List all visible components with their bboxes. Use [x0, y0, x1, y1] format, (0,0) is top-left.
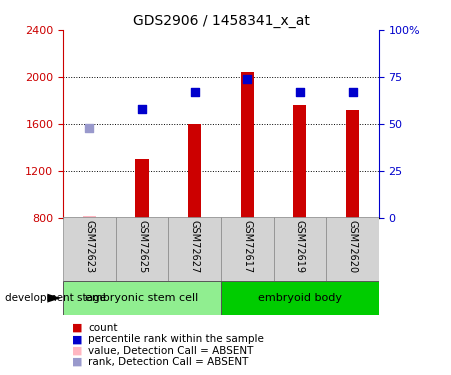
Bar [83, 216, 96, 217]
Point [349, 89, 356, 95]
Bar [221, 281, 379, 315]
Bar [63, 281, 221, 315]
Point [244, 76, 251, 82]
Polygon shape [47, 294, 61, 303]
Bar [188, 124, 201, 218]
Bar [221, 217, 274, 281]
Text: embryoid body: embryoid body [258, 293, 342, 303]
Title: GDS2906 / 1458341_x_at: GDS2906 / 1458341_x_at [133, 13, 309, 28]
Text: ■: ■ [72, 323, 83, 333]
Text: development stage: development stage [5, 293, 106, 303]
Point [86, 125, 93, 132]
Text: embryonic stem cell: embryonic stem cell [85, 293, 199, 303]
Text: percentile rank within the sample: percentile rank within the sample [88, 334, 264, 344]
Bar [346, 110, 359, 218]
Text: GSM72619: GSM72619 [295, 220, 305, 273]
Bar [116, 217, 168, 281]
Bar [293, 105, 307, 218]
Text: GSM72625: GSM72625 [137, 220, 147, 273]
Text: GSM72623: GSM72623 [84, 220, 94, 273]
Point [191, 89, 198, 95]
Text: GSM72627: GSM72627 [190, 220, 200, 273]
Bar [135, 159, 149, 218]
Bar [326, 217, 379, 281]
Text: ■: ■ [72, 357, 83, 367]
Text: ■: ■ [72, 334, 83, 344]
Bar [63, 217, 116, 281]
Text: value, Detection Call = ABSENT: value, Detection Call = ABSENT [88, 346, 253, 355]
Point [138, 105, 146, 111]
Point [296, 89, 304, 95]
Text: GSM72620: GSM72620 [348, 220, 358, 273]
Text: rank, Detection Call = ABSENT: rank, Detection Call = ABSENT [88, 357, 249, 367]
Text: count: count [88, 323, 117, 333]
Text: GSM72617: GSM72617 [242, 220, 252, 273]
Bar [241, 72, 254, 217]
Bar [274, 217, 326, 281]
Text: ■: ■ [72, 346, 83, 355]
Bar [168, 217, 221, 281]
